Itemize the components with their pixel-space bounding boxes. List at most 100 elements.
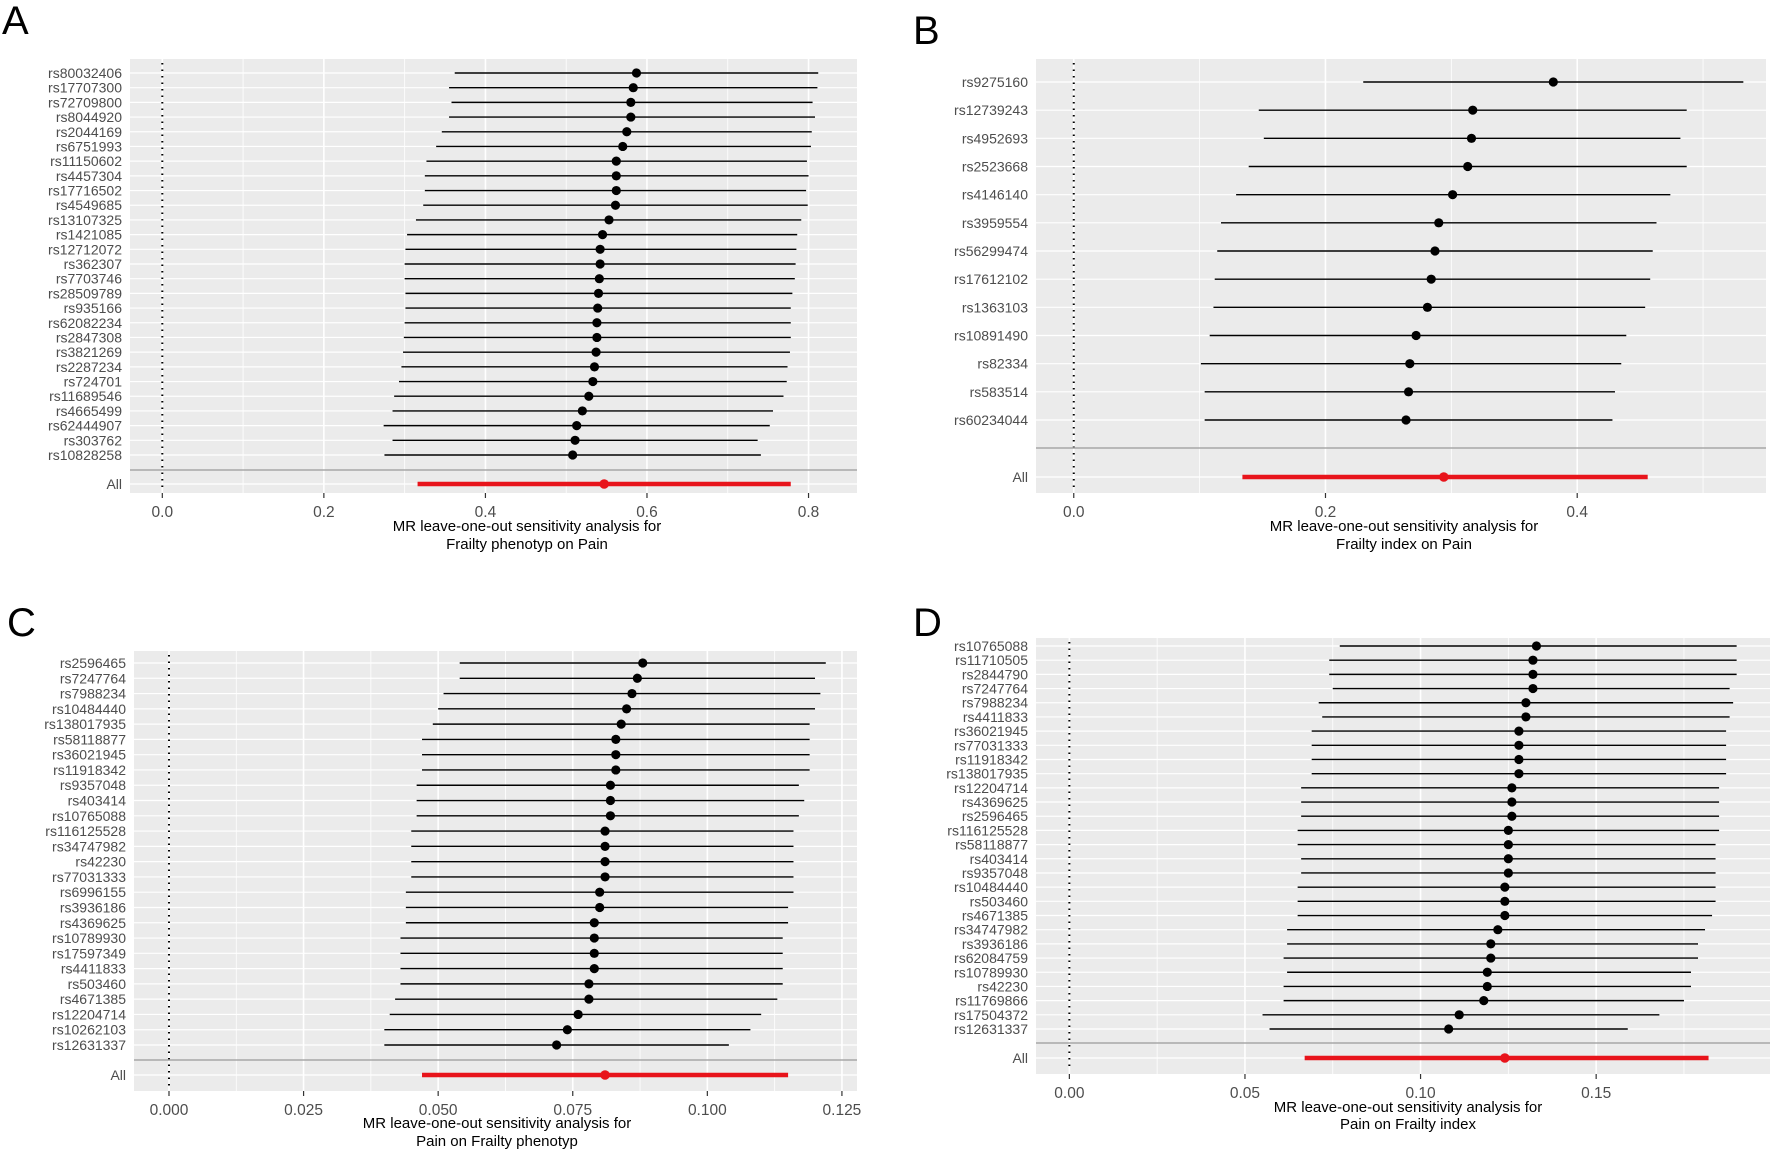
estimate-point [570, 435, 580, 445]
estimate-point [584, 994, 594, 1004]
snp-label: rs11769866 [955, 993, 1028, 1009]
summary-point [1438, 472, 1449, 482]
estimate-point [589, 964, 599, 974]
snp-label: rs42230 [977, 978, 1028, 994]
estimate-point [638, 658, 648, 668]
snp-label: rs4671385 [60, 991, 126, 1007]
x-tick-label: 0.0 [1063, 504, 1085, 521]
estimate-point [594, 274, 604, 284]
snp-label: rs6996155 [60, 884, 126, 900]
estimate-point [627, 688, 637, 699]
panel-letter: B [913, 9, 940, 53]
estimate-point [1507, 783, 1517, 793]
snp-label: rs17707300 [48, 80, 122, 96]
snp-label: rs10765088 [52, 808, 126, 824]
summary-point [1500, 1053, 1510, 1063]
estimate-point [611, 171, 621, 181]
summary-label: All [106, 476, 122, 492]
snp-label: rs116125528 [947, 822, 1028, 838]
snp-label: rs62444907 [48, 418, 122, 434]
x-tick-label: 0.075 [553, 1102, 592, 1119]
estimate-point [1426, 274, 1436, 284]
estimate-point [592, 332, 602, 343]
snp-label: rs10789930 [52, 930, 126, 946]
x-axis-title: MR leave-one-out sensitivity analysis fo… [1270, 518, 1538, 535]
x-axis-title: MR leave-one-out sensitivity analysis fo… [363, 1115, 631, 1132]
snp-label: rs116125528 [45, 823, 126, 839]
estimate-point [597, 230, 608, 240]
estimate-point [593, 303, 603, 313]
x-tick-label: 0.000 [150, 1102, 189, 1119]
estimate-point [618, 141, 628, 152]
x-tick-label: 0.2 [313, 504, 335, 521]
snp-label: rs7988234 [962, 695, 1028, 711]
snp-label: rs4411833 [61, 961, 126, 977]
estimate-point [611, 734, 621, 745]
snp-label: rs10484440 [954, 879, 1028, 895]
snp-label: rs60234044 [954, 412, 1028, 428]
estimate-point [552, 1040, 562, 1050]
snp-label: rs724701 [64, 374, 123, 390]
snp-label: rs80032406 [48, 65, 122, 81]
estimate-point [1466, 133, 1477, 143]
snp-label: rs4369625 [962, 794, 1028, 810]
estimate-point [1507, 797, 1517, 807]
x-axis-title: Pain on Frailty phenotyp [416, 1133, 578, 1150]
estimate-point [1411, 330, 1421, 341]
estimate-point [1514, 754, 1524, 765]
x-tick-label: 0.2 [1315, 504, 1337, 521]
snp-label: rs17716502 [48, 183, 122, 199]
estimate-point [1500, 910, 1510, 921]
panel-letter: C [7, 601, 36, 645]
estimate-point [605, 795, 616, 806]
snp-label: rs36021945 [954, 723, 1028, 739]
snp-label: rs62082234 [48, 315, 122, 331]
summary-label: All [110, 1067, 126, 1083]
estimate-point [1500, 882, 1510, 892]
snp-label: rs2523668 [962, 159, 1028, 175]
snp-label: rs17612102 [954, 271, 1028, 287]
snp-label: rs303762 [64, 432, 123, 448]
snp-label: rs2847308 [56, 329, 122, 345]
estimate-point [1548, 77, 1558, 87]
estimate-point [1401, 415, 1411, 425]
snp-label: rs17504372 [954, 1007, 1028, 1023]
estimate-point [1468, 105, 1478, 115]
plot-background [1036, 59, 1766, 493]
panel-d: Drs10765088rs11710505rs2844790rs7247764r… [913, 601, 1770, 1133]
x-tick-label: 0.00 [1054, 1085, 1085, 1102]
estimate-point [621, 704, 632, 714]
snp-label: rs362307 [64, 256, 123, 272]
snp-label: rs4952693 [962, 130, 1028, 146]
snp-label: rs4665499 [56, 403, 122, 419]
estimate-point [605, 780, 616, 790]
estimate-point [1521, 698, 1531, 708]
x-tick-label: 0.0 [152, 504, 174, 521]
snp-label: rs12204714 [954, 780, 1028, 796]
estimate-point [600, 872, 610, 882]
estimate-point [595, 244, 605, 254]
snp-label: rs11150602 [50, 153, 122, 169]
estimate-point [1463, 161, 1473, 172]
estimate-point [1448, 190, 1458, 200]
estimate-point [592, 318, 602, 328]
x-tick-label: 0.050 [419, 1102, 458, 1119]
x-tick-label: 0.05 [1230, 1085, 1260, 1102]
snp-label: rs12712072 [48, 241, 122, 257]
snp-label: rs10484440 [52, 701, 126, 717]
summary-point [600, 1070, 610, 1080]
snp-label: rs12204714 [52, 1006, 126, 1022]
estimate-point [605, 811, 616, 821]
summary-point [599, 479, 609, 489]
snp-label: rs34747982 [52, 838, 126, 854]
x-tick-label: 0.125 [823, 1102, 862, 1119]
estimate-point [1528, 669, 1538, 679]
estimate-point [610, 200, 621, 210]
x-axis-title: Frailty phenotyp on Pain [446, 536, 608, 553]
estimate-point [589, 918, 599, 928]
estimate-point [626, 97, 636, 107]
estimate-point [1521, 712, 1531, 722]
estimate-point [1486, 939, 1496, 949]
